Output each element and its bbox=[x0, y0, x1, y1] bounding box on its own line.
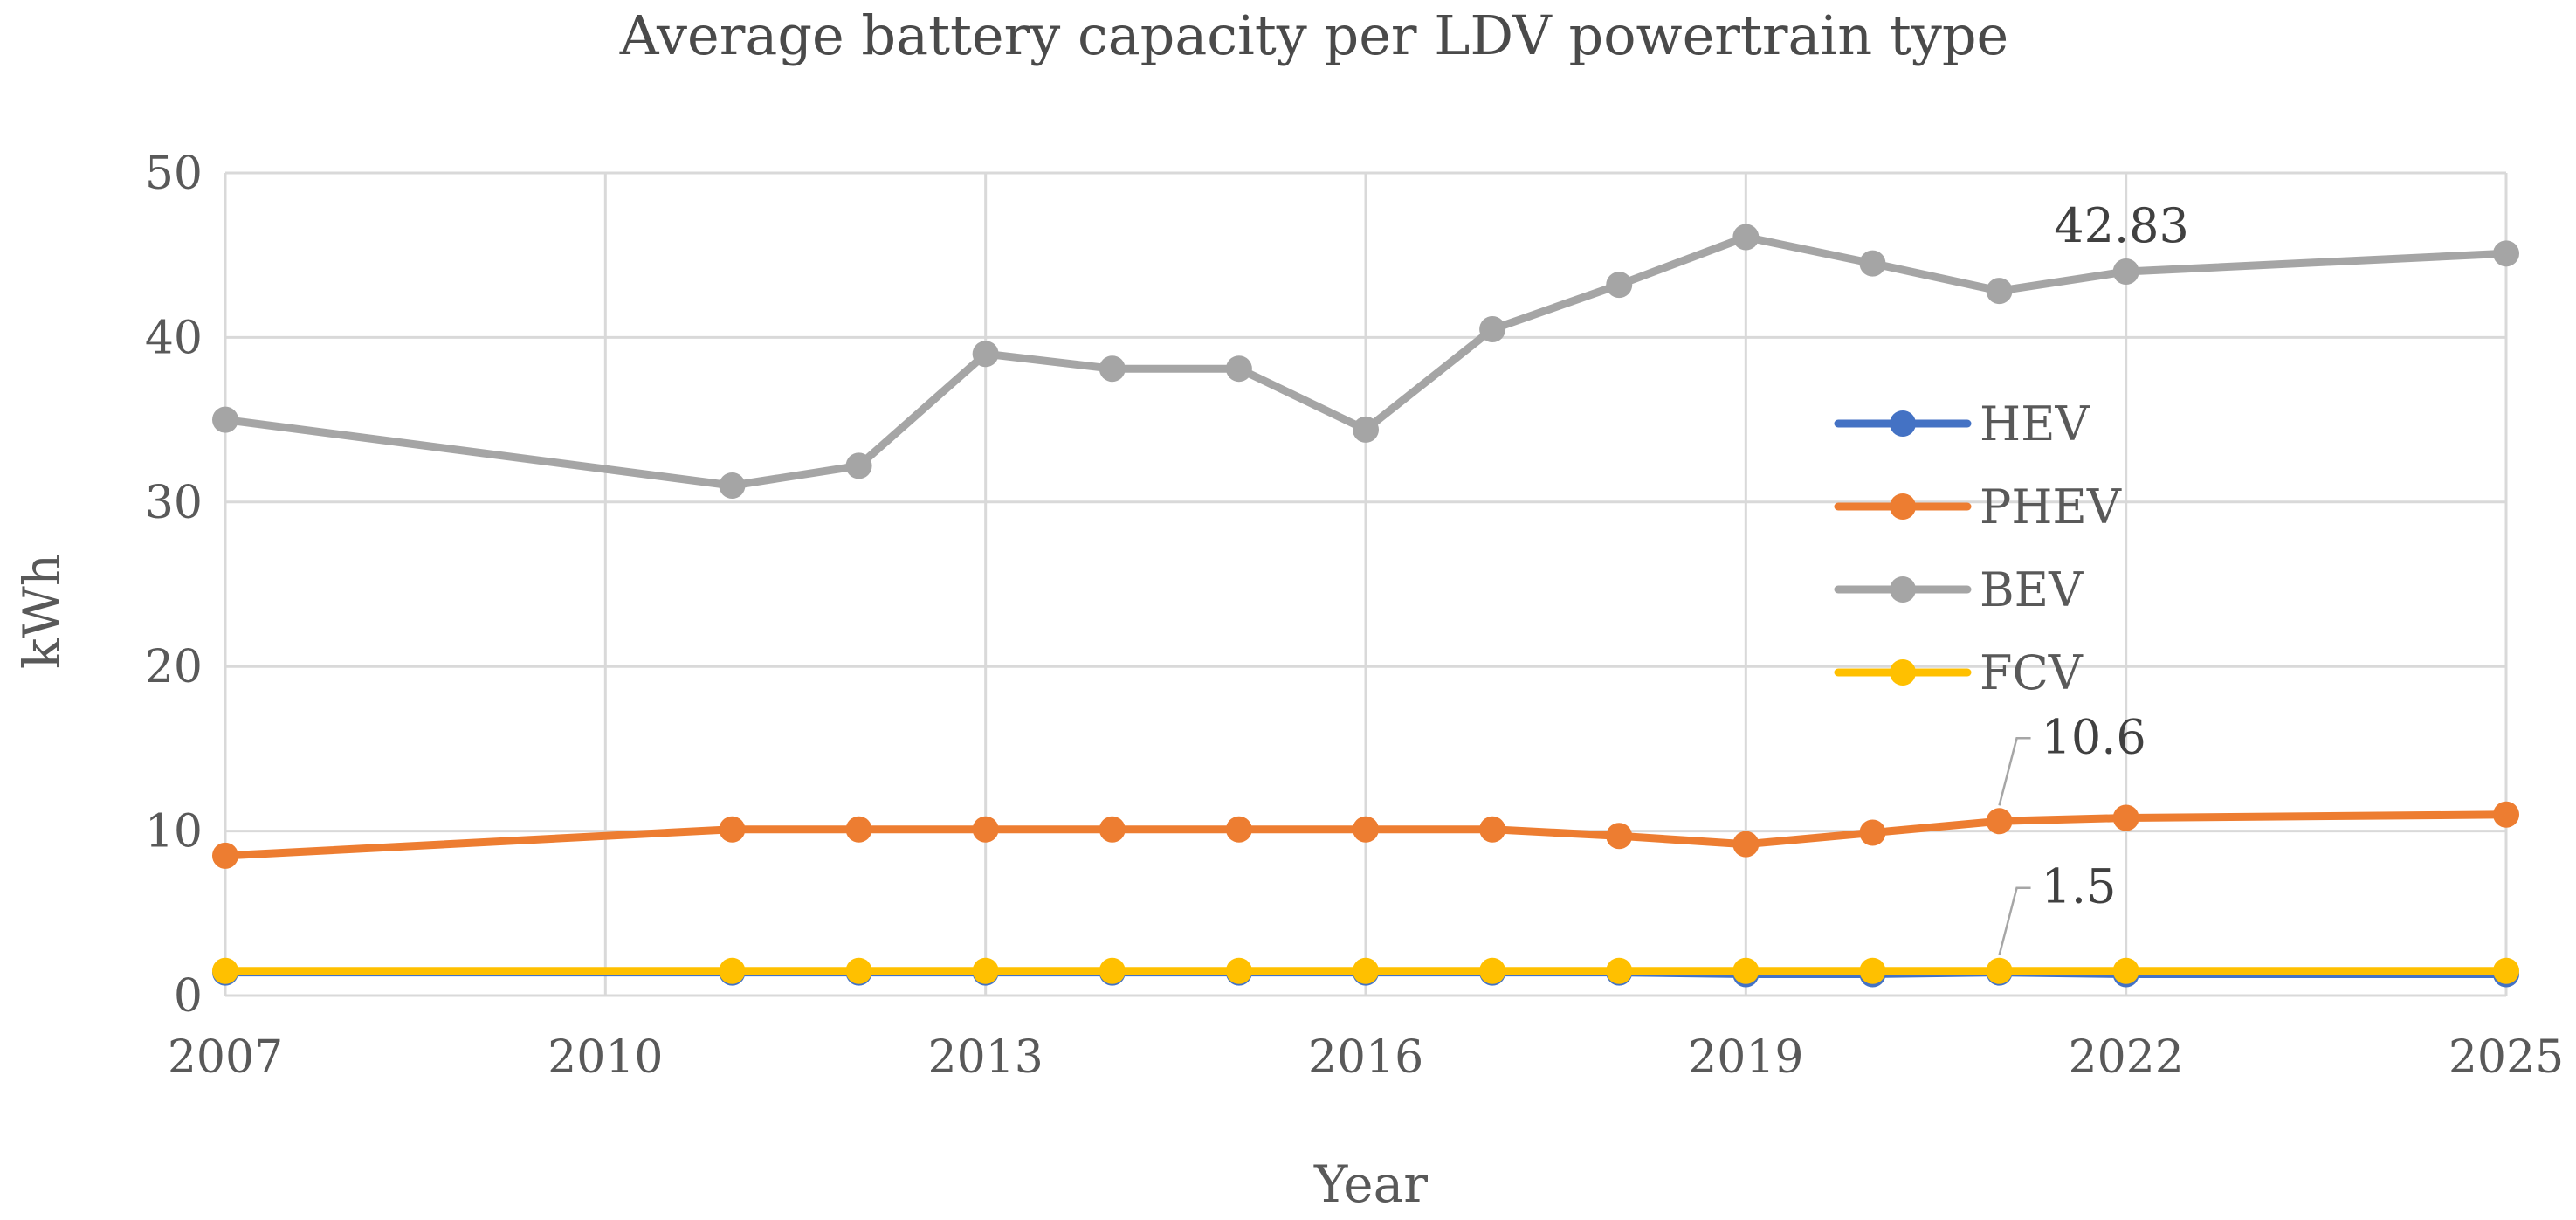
data-point-bev bbox=[1479, 315, 1506, 342]
legend-item-phev: PHEV bbox=[1834, 479, 2122, 534]
data-point-phev bbox=[1859, 819, 1886, 846]
data-label-phev: 10.6 bbox=[2042, 709, 2146, 764]
data-point-fcv bbox=[1353, 957, 1379, 984]
leader-line-phev bbox=[1998, 737, 2031, 806]
data-point-fcv bbox=[1099, 957, 1126, 984]
y-tick-label: 40 bbox=[145, 312, 203, 364]
legend-label: BEV bbox=[1980, 562, 2084, 617]
data-point-bev bbox=[1099, 355, 1126, 383]
data-point-phev bbox=[2112, 804, 2139, 831]
data-point-bev bbox=[1859, 250, 1886, 277]
series-fcv bbox=[212, 957, 2519, 984]
data-point-bev bbox=[1986, 278, 2013, 305]
x-tick-label: 2025 bbox=[2449, 1031, 2564, 1084]
legend-item-bev: BEV bbox=[1834, 562, 2084, 617]
legend-item-fcv: FCV bbox=[1834, 645, 2084, 700]
legend: HEV PHEV BEV FCV bbox=[1834, 396, 2122, 700]
data-point-phev bbox=[212, 842, 238, 869]
data-point-fcv bbox=[1606, 957, 1633, 984]
x-tick-label: 2016 bbox=[1308, 1031, 1423, 1084]
legend-label: PHEV bbox=[1980, 479, 2122, 534]
y-tick-label: 20 bbox=[145, 641, 203, 693]
data-point-phev bbox=[2493, 801, 2519, 828]
data-point-phev bbox=[972, 816, 999, 843]
data-point-bev bbox=[972, 341, 999, 368]
y-tick-label: 10 bbox=[145, 806, 203, 858]
data-point-bev bbox=[1353, 416, 1379, 443]
x-tick-label: 2013 bbox=[927, 1031, 1043, 1084]
data-point-fcv bbox=[1225, 957, 1252, 984]
data-point-bev bbox=[2493, 240, 2519, 267]
x-tick-label: 2019 bbox=[1688, 1031, 1803, 1084]
data-point-phev bbox=[1986, 808, 2013, 835]
legend-swatch-marker bbox=[1890, 410, 1916, 437]
legend-swatch-marker bbox=[1890, 576, 1916, 603]
data-point-fcv bbox=[1479, 957, 1506, 984]
series-phev bbox=[212, 801, 2519, 869]
data-label-bev: 42.83 bbox=[2054, 198, 2189, 253]
data-point-fcv bbox=[2112, 957, 2139, 984]
x-tick-label: 2007 bbox=[168, 1031, 283, 1084]
data-point-phev bbox=[1732, 831, 1760, 858]
data-point-fcv bbox=[719, 957, 746, 984]
data-point-fcv bbox=[1732, 957, 1760, 984]
data-point-bev bbox=[1606, 272, 1633, 299]
data-point-phev bbox=[1099, 816, 1126, 843]
data-point-phev bbox=[845, 816, 872, 843]
data-point-bev bbox=[1732, 224, 1760, 251]
leader-line-fcv bbox=[1998, 886, 2031, 956]
data-point-fcv bbox=[845, 957, 872, 984]
legend-swatch-marker bbox=[1890, 493, 1916, 520]
chart-title: Average battery capacity per LDV powertr… bbox=[619, 3, 2008, 67]
gridlines bbox=[224, 171, 2508, 997]
y-tick-label: 30 bbox=[145, 477, 203, 529]
data-point-fcv bbox=[972, 957, 999, 984]
data-point-fcv bbox=[2493, 957, 2519, 984]
data-point-phev bbox=[1606, 823, 1633, 850]
data-point-bev bbox=[2112, 258, 2139, 286]
data-point-bev bbox=[719, 472, 746, 499]
x-tick-label: 2022 bbox=[2068, 1031, 2183, 1084]
data-labels: 42.83 10.6 1.5 bbox=[1998, 198, 2189, 956]
data-label-fcv: 1.5 bbox=[2042, 859, 2117, 914]
legend-label: HEV bbox=[1980, 396, 2090, 451]
series-bev bbox=[212, 224, 2519, 499]
data-point-phev bbox=[1225, 816, 1252, 843]
data-point-bev bbox=[212, 406, 238, 433]
y-tick-label: 0 bbox=[174, 970, 203, 1023]
data-point-fcv bbox=[1859, 957, 1886, 984]
data-point-fcv bbox=[212, 957, 238, 984]
legend-label: FCV bbox=[1980, 645, 2084, 700]
x-tick-label: 2010 bbox=[548, 1031, 663, 1084]
legend-item-hev: HEV bbox=[1834, 396, 2090, 451]
series-layer bbox=[212, 224, 2519, 988]
data-point-bev bbox=[1225, 355, 1252, 383]
series-line-bev bbox=[221, 233, 2511, 490]
legend-swatch-marker bbox=[1890, 659, 1916, 686]
axes: 0 10 20 30 40 50 2007 2010 2013 2016 2019 2022 2025 bbox=[145, 148, 2564, 1084]
data-point-phev bbox=[719, 816, 746, 843]
y-tick-label: 50 bbox=[145, 148, 203, 200]
data-point-bev bbox=[845, 452, 872, 479]
data-point-fcv bbox=[1986, 957, 2013, 984]
data-point-phev bbox=[1353, 816, 1379, 843]
data-point-phev bbox=[1479, 816, 1506, 843]
x-axis-title: Year bbox=[1313, 1155, 1428, 1214]
y-axis-title: kWh bbox=[12, 554, 72, 669]
series-line-phev bbox=[221, 810, 2511, 860]
